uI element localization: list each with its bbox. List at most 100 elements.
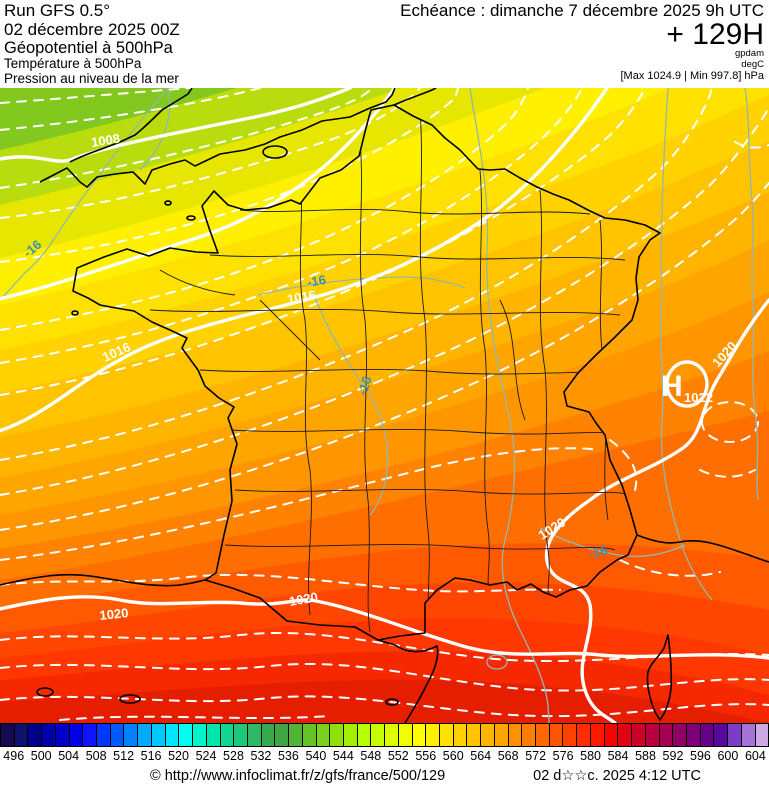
colorbar-cell (234, 724, 248, 746)
colorbar-label: 572 (525, 749, 547, 763)
colorbar-cell (330, 724, 344, 746)
colorbar-label: 604 (744, 749, 766, 763)
layer-geopotential-label: Géopotentiel à 500hPa (4, 39, 173, 57)
colorbar-cell (481, 724, 495, 746)
colorbar-cell (618, 724, 633, 746)
colorbar-cell (302, 724, 317, 746)
colorbar-cell (261, 724, 276, 746)
colorbar-cell (563, 724, 578, 746)
guernsey (164, 200, 172, 206)
colorbar-cell (206, 724, 221, 746)
colorbar-label: 512 (113, 749, 135, 763)
colorbar-cell (673, 724, 687, 746)
corsica (646, 634, 673, 721)
colorbar-cells (0, 723, 769, 747)
colorbar-cell (371, 724, 386, 746)
colorbar-cell (83, 724, 98, 746)
colorbar-cell (645, 724, 660, 746)
colorbar-cell (577, 724, 591, 746)
run-date-label: 02 décembre 2025 00Z (4, 20, 180, 39)
colorbar-cell (179, 724, 194, 746)
colorbar-label: 576 (552, 749, 574, 763)
colorbar-cell (549, 724, 564, 746)
colorbar-cell (508, 724, 523, 746)
layer-pressure-label: Pression au niveau de la mer (4, 70, 179, 86)
spain-north-coast (0, 573, 206, 587)
colorbar-label: 532 (250, 749, 272, 763)
colorbar-cell (275, 724, 290, 746)
isobar-labels: 1008 1016 1016 1020 1020 1020 1020 (90, 131, 739, 623)
colorbar-label: 548 (360, 749, 382, 763)
colorbar-label: 560 (442, 749, 464, 763)
colorbar-cell (714, 724, 729, 746)
colorbar-cell (398, 724, 413, 746)
colorbar-cell (522, 724, 537, 746)
layer-temperature-label: Température à 500hPa (4, 56, 142, 71)
temperature-labels: -16 -16 -16 -16 (20, 237, 609, 561)
temp-label-north: -16 (306, 272, 327, 290)
isobar-label-1020-d: 1020 (288, 589, 319, 609)
spain-med-coast (377, 639, 439, 723)
colorbar-cell (453, 724, 468, 746)
england-north-coast (69, 88, 193, 163)
colorbar-cell (700, 724, 715, 746)
colorbar-cell (69, 724, 84, 746)
isle-of-wight (262, 145, 288, 159)
colorbar-label: 508 (85, 749, 107, 763)
colorbar-cell (385, 724, 399, 746)
colorbar-cell (138, 724, 152, 746)
colorbar-label: 528 (223, 749, 244, 763)
colorbar-label: 516 (140, 749, 162, 763)
map-header: Run GFS 0.5° 02 décembre 2025 00Z Géopot… (0, 0, 769, 88)
coastlines-and-borders (0, 88, 769, 723)
colorbar-label: 496 (3, 749, 25, 763)
colorbar-label: 504 (58, 749, 80, 763)
model-info-block: Run GFS 0.5° 02 décembre 2025 00Z Géopot… (4, 1, 180, 86)
colorbar-cell (604, 724, 619, 746)
isobar-lines (0, 88, 769, 723)
colorbar-label: 536 (277, 749, 299, 763)
colorbar-cell (357, 724, 372, 746)
island-speck-2 (119, 694, 141, 704)
dashed-isobar-lines (0, 88, 769, 721)
colorbar-cell (124, 724, 139, 746)
high-pressure-marker: H 1022 (661, 370, 713, 405)
colorbar-cell (151, 724, 166, 746)
liguria-coast (636, 534, 769, 563)
model-run-label: Run GFS 0.5° (4, 1, 111, 20)
colorbar-label: 544 (332, 749, 354, 763)
high-pressure-contour (665, 360, 709, 408)
temp-label-southeast: -16 (588, 542, 610, 561)
colorbar-cell (0, 724, 15, 746)
colorbar-cell (632, 724, 646, 746)
geopotential-color-bands (0, 88, 769, 723)
isobar-label-1020-c: 1020 (99, 605, 129, 623)
colorbar-label: 540 (305, 749, 327, 763)
temp-label-center: -16 (355, 374, 375, 397)
colorbar-cell (165, 724, 180, 746)
department-boundaries (149, 109, 631, 633)
unit-gpdam-label: gpdam (734, 48, 764, 59)
jersey (186, 215, 196, 221)
colorbar-label: 600 (717, 749, 739, 763)
colorbar-label: 520 (168, 749, 189, 763)
colorbar-label: 580 (580, 749, 601, 763)
colorbar-cell (289, 724, 303, 746)
scilly (71, 310, 79, 316)
isobar-label-1008: 1008 (90, 131, 121, 150)
forecast-hour-label: + 129H (666, 18, 764, 51)
colorbar-cell (193, 724, 207, 746)
unit-degc-label: degC (741, 58, 764, 70)
colorbar-cell (343, 724, 358, 746)
belgian-coast (393, 88, 437, 106)
colorbar-cell (14, 724, 29, 746)
valid-time-label: Echéance : dimanche 7 décembre 2025 9h U… (400, 1, 764, 20)
colorbar-cell (440, 724, 454, 746)
colorbar-cell (741, 724, 756, 746)
colorbar-cell (110, 724, 125, 746)
colorbar-cell (97, 724, 111, 746)
minmax-pressure-label: [Max 1024.9 | Min 997.8] hPa (620, 70, 765, 82)
colorbar-cell (412, 724, 427, 746)
colorbar-label: 568 (497, 749, 519, 763)
colorbar-label: 500 (30, 749, 52, 763)
